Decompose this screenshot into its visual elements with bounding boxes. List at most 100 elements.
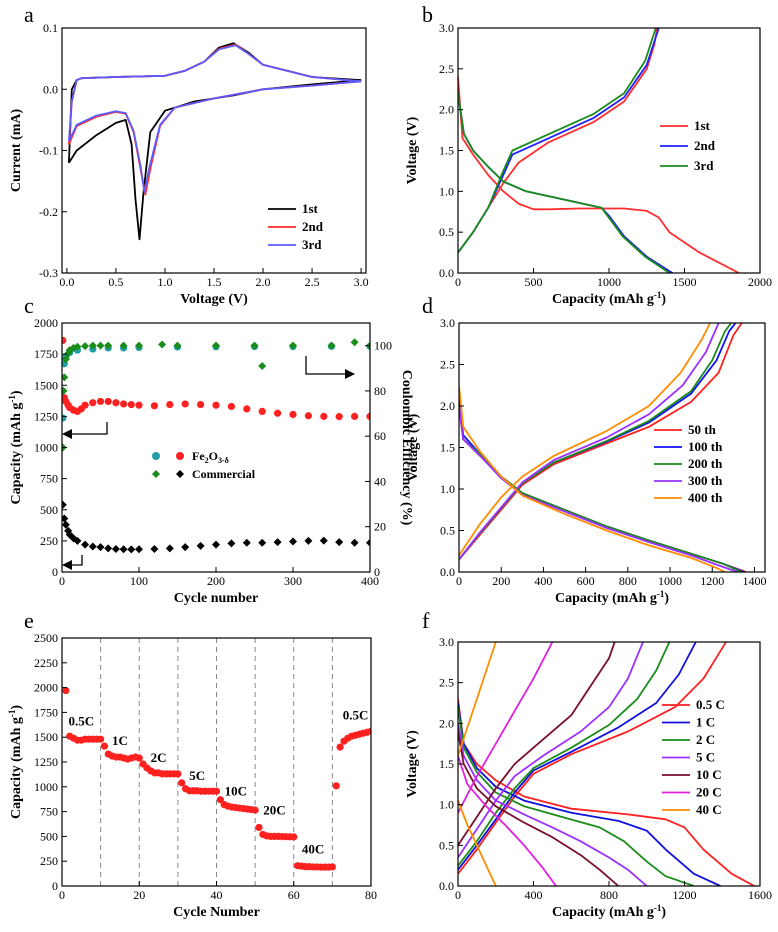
data-point bbox=[336, 743, 344, 751]
series-line-3rd bbox=[458, 93, 670, 273]
panel-e: e 0 20 40 60 80 0 250 500 750 1000 1250 1500 1750 2000… bbox=[7, 608, 377, 920]
data-point bbox=[119, 341, 128, 350]
x-tick-label: 1600 bbox=[748, 888, 772, 902]
series-group bbox=[458, 28, 740, 273]
legend-label: 300 th bbox=[688, 473, 723, 488]
series-group bbox=[459, 323, 747, 572]
y-tick-label: 2.5 bbox=[440, 358, 455, 372]
data-point bbox=[258, 538, 267, 547]
x-tick-label: 20 bbox=[133, 888, 145, 902]
data-point bbox=[88, 542, 97, 551]
series-group bbox=[62, 336, 370, 554]
data-point bbox=[212, 540, 220, 549]
y-tick-label: 3.0 bbox=[440, 316, 455, 330]
panel-b: b 0 500 1000 1500 2000 0.0 0.5 1.0 1.5 2.0 2.5 3.0 Ca… bbox=[405, 2, 772, 307]
data-point bbox=[335, 538, 344, 547]
x-tick-label: 0 bbox=[455, 275, 461, 289]
data-point bbox=[216, 796, 224, 804]
series-line-20-C bbox=[458, 642, 554, 814]
data-point bbox=[127, 400, 135, 409]
legend-label: Fe2O3-δ bbox=[192, 449, 229, 465]
data-point bbox=[181, 543, 190, 552]
data-point bbox=[119, 545, 128, 554]
y-tick-label: 1000 bbox=[34, 780, 58, 794]
x-tick-label: 0 bbox=[59, 888, 65, 902]
data-point bbox=[274, 409, 282, 417]
legend-label: 400 th bbox=[688, 490, 723, 505]
x-tick-label: 80 bbox=[365, 888, 377, 902]
data-point bbox=[350, 538, 359, 547]
x-axis-label: Capacity (mAh g-1) bbox=[555, 589, 669, 606]
arrow-right-efficiency-head bbox=[345, 369, 355, 379]
data-point bbox=[104, 341, 113, 350]
y-tick-label: 1500 bbox=[34, 730, 58, 744]
series-line-0.5-C bbox=[458, 698, 755, 886]
rate-annotation: 5C bbox=[189, 768, 205, 783]
y-tick-label: 0.5 bbox=[440, 524, 455, 538]
legend-label: 2nd bbox=[302, 219, 324, 234]
data-point bbox=[197, 400, 205, 409]
series-line-40-C bbox=[458, 800, 497, 886]
series-line-10-C bbox=[458, 731, 619, 886]
x-axis-label: Capacity (mAh g-1) bbox=[552, 290, 666, 307]
data-point bbox=[96, 543, 105, 552]
x-tick-label: 2.0 bbox=[256, 275, 271, 289]
rate-annotation: 2C bbox=[151, 750, 167, 765]
series-line-1-C bbox=[458, 702, 721, 886]
legend-marker bbox=[152, 452, 160, 460]
data-point bbox=[351, 412, 359, 420]
series-line-1-C bbox=[458, 642, 697, 871]
data-point bbox=[273, 538, 282, 547]
data-point bbox=[81, 342, 90, 351]
series-group bbox=[62, 686, 371, 871]
data-point bbox=[350, 338, 359, 347]
data-point bbox=[227, 402, 235, 411]
data-point bbox=[367, 727, 371, 735]
y-tick-label: 2.0 bbox=[439, 716, 454, 730]
data-point bbox=[81, 401, 89, 409]
series-line-400-th bbox=[459, 385, 726, 572]
y-tick-label: 1750 bbox=[34, 347, 58, 361]
x-tick-label: 1200 bbox=[673, 888, 697, 902]
panel-label-c: c bbox=[24, 293, 34, 318]
panel-label-b: b bbox=[422, 2, 433, 27]
x-tick-label: 400 bbox=[361, 574, 379, 588]
y-tick-label: -0.2 bbox=[39, 205, 58, 219]
series-line-40-C bbox=[458, 642, 497, 757]
x-tick-label: 200 bbox=[207, 574, 225, 588]
x-tick-label: 1500 bbox=[673, 275, 697, 289]
data-point bbox=[212, 341, 220, 350]
data-point bbox=[319, 536, 328, 545]
series-line-3rd bbox=[68, 44, 362, 142]
legend-marker bbox=[152, 470, 160, 478]
x-tick-label: 200 bbox=[492, 574, 510, 588]
x-tick-label: 1000 bbox=[597, 275, 621, 289]
data-point bbox=[96, 341, 105, 350]
plot-frame bbox=[61, 322, 371, 573]
y-tick-label: 0 bbox=[52, 565, 58, 579]
x-tick-label: 800 bbox=[619, 574, 637, 588]
series-line-400-th bbox=[459, 323, 711, 556]
y-tick-label: 2500 bbox=[34, 631, 58, 645]
series-line-2nd bbox=[68, 43, 362, 145]
series-line-10-C bbox=[458, 642, 616, 846]
data-point bbox=[258, 407, 266, 415]
y-tick-label: 3.0 bbox=[439, 21, 454, 35]
y2-tick-label: 100 bbox=[374, 339, 392, 353]
series-group bbox=[458, 642, 755, 886]
legend-label: 2nd bbox=[694, 138, 716, 153]
y-tick-label: 250 bbox=[40, 534, 58, 548]
legend-marker bbox=[176, 452, 184, 460]
data-point bbox=[73, 342, 82, 351]
data-point bbox=[327, 341, 336, 350]
y-tick-label: -0.3 bbox=[39, 266, 58, 280]
arrow-left-commercial bbox=[70, 555, 83, 566]
data-point bbox=[73, 536, 82, 545]
legend-label: 1 C bbox=[696, 715, 715, 730]
y-tick-label: 1.0 bbox=[439, 798, 454, 812]
y-tick-label: 1.0 bbox=[440, 482, 455, 496]
data-point bbox=[332, 782, 340, 790]
y-axis-label: Voltage (V) bbox=[406, 413, 421, 481]
series-line-1st bbox=[458, 28, 659, 254]
